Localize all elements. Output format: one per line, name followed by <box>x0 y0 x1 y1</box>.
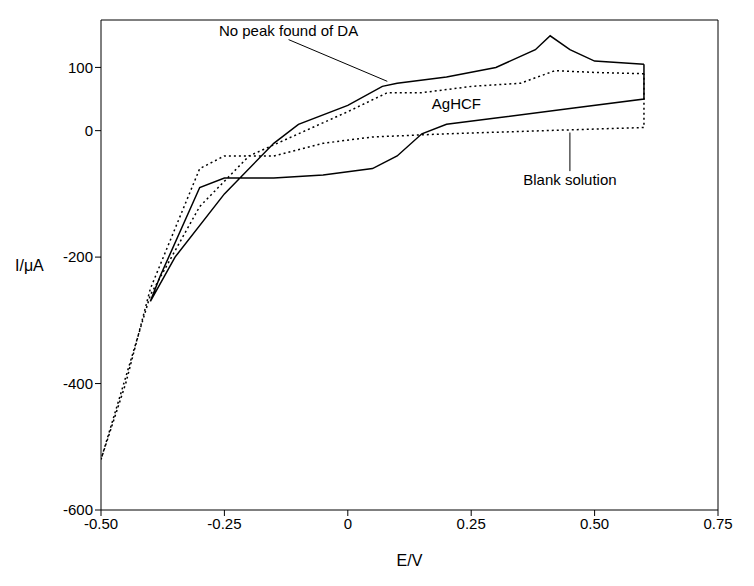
svg-text:AgHCF: AgHCF <box>432 95 481 112</box>
svg-text:-0.25: -0.25 <box>207 515 241 532</box>
svg-text:-0.50: -0.50 <box>83 514 119 532</box>
svg-text:E/V: E/V <box>397 552 423 569</box>
svg-text:-200: -200 <box>63 248 93 265</box>
svg-text:0.75: 0.75 <box>703 515 732 532</box>
svg-text:-600: -600 <box>63 501 93 518</box>
svg-text:0: 0 <box>85 122 93 139</box>
svg-text:0.25: 0.25 <box>457 515 486 532</box>
svg-text:100: 100 <box>68 59 93 76</box>
svg-text:0: 0 <box>344 515 352 532</box>
svg-text:0.50: 0.50 <box>580 515 609 532</box>
svg-text:Blank solution: Blank solution <box>523 171 616 188</box>
svg-text:No peak found of DA: No peak found of DA <box>219 22 358 39</box>
svg-text:I/μA: I/μA <box>15 257 44 274</box>
svg-text:-400: -400 <box>63 375 93 392</box>
